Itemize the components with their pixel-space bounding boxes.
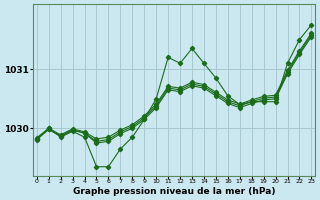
X-axis label: Graphe pression niveau de la mer (hPa): Graphe pression niveau de la mer (hPa)	[73, 187, 275, 196]
